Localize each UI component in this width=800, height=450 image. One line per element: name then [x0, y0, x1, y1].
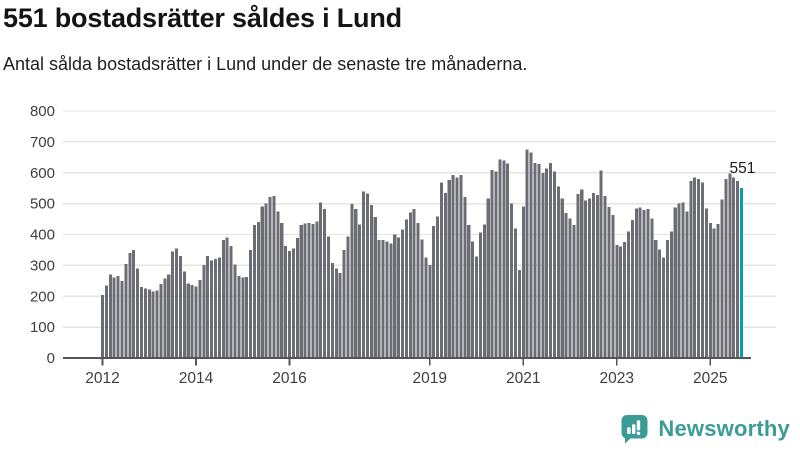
svg-text:800: 800	[30, 103, 55, 120]
page-subtitle: Antal sålda bostadsrätter i Lund under d…	[3, 53, 528, 74]
svg-text:2014: 2014	[179, 370, 214, 387]
last-value-annotation: 551	[730, 160, 756, 177]
svg-text:0: 0	[47, 350, 55, 367]
svg-text:500: 500	[30, 196, 55, 213]
svg-text:600: 600	[30, 165, 55, 182]
svg-text:700: 700	[30, 134, 55, 151]
svg-text:2019: 2019	[413, 370, 447, 387]
svg-text:2023: 2023	[600, 370, 634, 387]
svg-text:300: 300	[30, 257, 55, 274]
svg-text:2012: 2012	[85, 370, 119, 387]
newsworthy-logo[interactable]: Newsworthy	[619, 413, 790, 444]
svg-text:2016: 2016	[272, 370, 306, 387]
svg-text:2021: 2021	[506, 370, 540, 387]
chart-header: 551 bostadsrätter såldes i Lund Antal så…	[3, 2, 783, 75]
svg-text:100: 100	[30, 319, 55, 336]
newsworthy-wordmark: Newsworthy	[658, 415, 790, 441]
page-title: 551 bostadsrätter såldes i Lund	[3, 3, 402, 33]
svg-text:200: 200	[30, 288, 55, 305]
svg-text:400: 400	[30, 227, 55, 244]
newsworthy-icon	[619, 413, 650, 444]
svg-text:2025: 2025	[693, 370, 727, 387]
